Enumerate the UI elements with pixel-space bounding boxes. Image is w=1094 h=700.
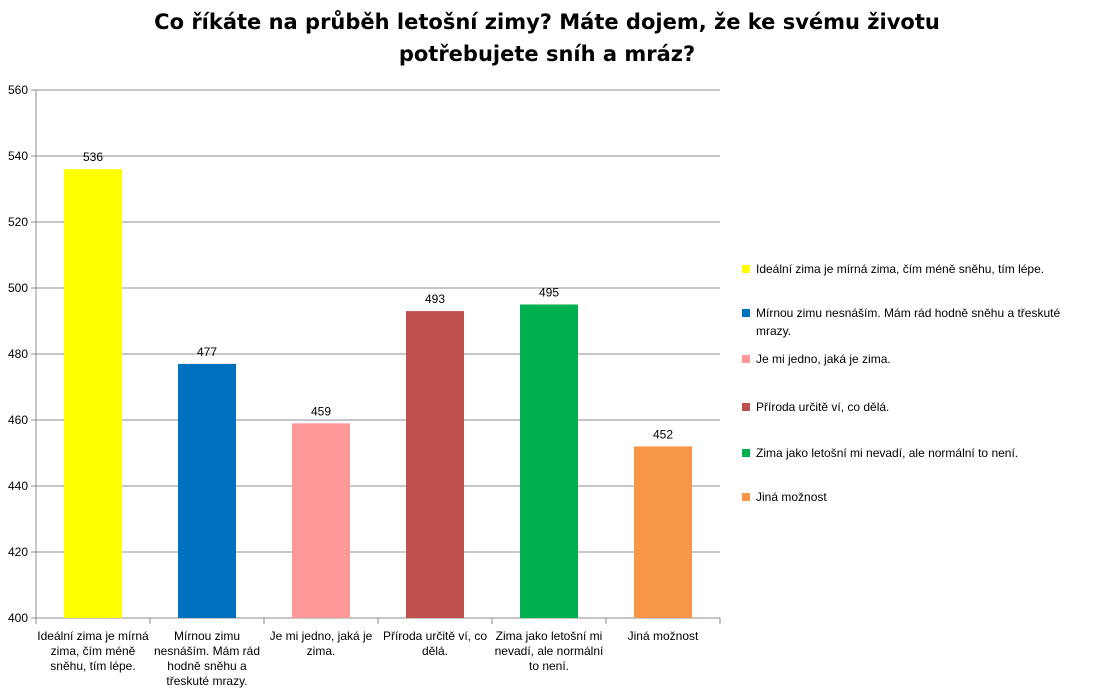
y-tick-label: 560 xyxy=(8,83,28,97)
y-tick-label: 500 xyxy=(8,281,28,295)
data-labels: 536 477 459 493 495 452 xyxy=(83,150,673,441)
legend-swatch xyxy=(742,493,750,501)
bars xyxy=(64,169,692,618)
chart-title-line-1: Co říkáte na průběh letošní zimy? Máte d… xyxy=(154,10,940,34)
bar-3 xyxy=(292,423,350,618)
legend-swatch xyxy=(742,309,750,317)
bar-value-label: 477 xyxy=(197,345,217,359)
legend-label: Příroda určitě ví, co dělá. xyxy=(756,400,890,414)
gridlines xyxy=(36,89,720,619)
y-tick-label: 540 xyxy=(8,149,28,163)
x-category-label: Příroda určitě ví, co dělá. xyxy=(382,629,488,658)
legend-label: Je mi jedno, jaká je zima. xyxy=(756,352,891,366)
x-category-label: Jiná možnost xyxy=(627,629,699,643)
bar-4 xyxy=(406,311,464,618)
legend-label: Mírnou zimu nesnáším. Mám rád hodně sněh… xyxy=(756,306,1061,338)
x-category-label: Ideální zima je mírná zima, čím méně sně… xyxy=(37,629,149,673)
y-tick-label: 400 xyxy=(8,611,28,625)
y-tick-label: 480 xyxy=(8,347,28,361)
bar-2 xyxy=(178,363,236,618)
y-tick-label: 420 xyxy=(8,545,28,559)
bar-value-label: 536 xyxy=(83,150,103,164)
bar-1 xyxy=(64,169,122,618)
y-tick-label: 440 xyxy=(8,479,28,493)
bar-value-label: 493 xyxy=(425,292,445,306)
legend-label: Ideální zima je mírná zima, čím méně sně… xyxy=(756,262,1045,276)
legend-label: Zima jako letošní mi nevadí, ale normáln… xyxy=(756,446,1019,460)
bar-5 xyxy=(520,304,578,618)
legend-swatch xyxy=(742,355,750,363)
y-tick-label: 520 xyxy=(8,215,28,229)
y-axis: 400 420 440 460 480 500 520 540 560 xyxy=(8,83,721,625)
bar-value-label: 495 xyxy=(539,286,559,300)
x-category-label: Je mi jedno, jaká je zima. xyxy=(269,629,373,658)
legend-swatch xyxy=(742,265,750,273)
y-tick-label: 460 xyxy=(8,413,28,427)
legend-swatch xyxy=(742,403,750,411)
x-category-label: Mírnou zimu nesnáším. Mám rád hodně sněh… xyxy=(153,629,261,688)
bar-value-label: 459 xyxy=(311,404,331,418)
legend-label: Jiná možnost xyxy=(756,490,827,504)
bar-value-label: 452 xyxy=(653,427,673,441)
chart-title-line-2: potřebujete sníh a mráz? xyxy=(398,42,696,66)
x-category-label: Zima jako letošní mi nevadí, ale normáln… xyxy=(494,629,604,673)
legend-swatch xyxy=(742,449,750,457)
chart-title: Co říkáte na průběh letošní zimy? Máte d… xyxy=(0,6,1094,70)
bar-6 xyxy=(634,446,692,618)
